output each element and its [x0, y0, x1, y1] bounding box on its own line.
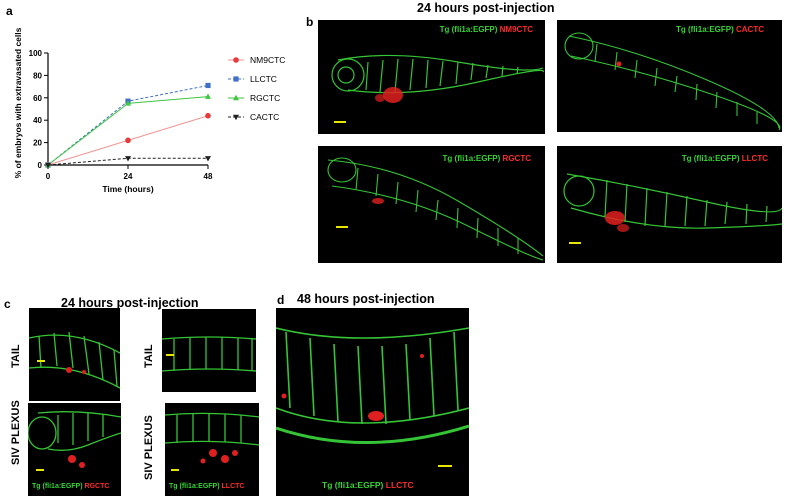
embryo-vasculature-graphic: [331, 54, 544, 103]
tail-image-48h-llctc: Tg (fli1a:EGFP) LLCTC: [276, 308, 469, 496]
scale-bar: [37, 360, 45, 362]
data-point-rgctc: [205, 93, 211, 99]
siv-image-rgctc: Tg (fli1a:EGFP) RGCTC: [28, 403, 121, 496]
legend-marker-llctc: [233, 76, 239, 82]
tail-vasculature-graphic: [276, 327, 469, 444]
extravasation-line-chart: 0 20 40 60 80 100 0 24 48 Time (hours) % of embryo…: [13, 27, 285, 194]
tail-image-llctc: [162, 309, 256, 392]
caption-c-rgctc: Tg (fli1a:EGFP) RGCTC: [32, 483, 110, 490]
data-point-nm9ctc: [205, 112, 211, 119]
scale-bar: [336, 226, 348, 228]
y-tick-label: 0: [38, 161, 43, 170]
panel-c-heading: 24 hours post-injection: [61, 296, 199, 310]
x-tick-label: 48: [204, 172, 213, 181]
panel-d-letter: d: [277, 293, 285, 307]
legend-label-rgctc: RGCTC: [250, 93, 280, 103]
caption-cactc: Tg (fli1a:EGFP) CACTC: [675, 25, 764, 34]
panel-c-letter: c: [4, 297, 11, 311]
row-label-tail-left: TAIL: [10, 344, 22, 368]
x-axis-label: Time (hours): [102, 184, 153, 194]
legend-label-cactc: CACTC: [250, 112, 279, 122]
legend-marker-nm9ctc: [233, 57, 239, 63]
data-point-llctc: [205, 82, 211, 89]
caption-nm9ctc: Tg (fli1a:EGFP) NM9CTC: [439, 25, 533, 34]
legend-marker-rgctc: [233, 94, 239, 101]
legend-label-llctc: LLCTC: [250, 74, 277, 84]
panel-d-heading: 48 hours post-injection: [297, 292, 435, 306]
scale-bar: [171, 469, 179, 471]
tail-vasculature-graphic: [29, 331, 120, 389]
data-point-cactc: [205, 156, 211, 162]
legend-label-nm9ctc: NM9CTC: [250, 55, 285, 65]
y-axis-label: % of embryos with extravasated cells: [13, 27, 23, 178]
x-tick-label: 0: [46, 172, 51, 181]
embryo-vasculature-graphic: [564, 32, 781, 131]
embryo-image-nm9ctc: Tg (fli1a:EGFP) NM9CTC: [318, 20, 545, 134]
embryo-image-llctc: Tg (fli1a:EGFP) LLCTC: [557, 146, 782, 263]
series-line-llctc: [47, 84, 209, 166]
caption-rgctc: Tg (fli1a:EGFP) RGCTC: [442, 154, 531, 163]
data-point-nm9ctc: [125, 137, 131, 144]
x-tick-label: 24: [124, 172, 133, 181]
caption-d-llctc: Tg (fli1a:EGFP) LLCTC: [322, 480, 414, 490]
embryo-image-cactc: Tg (fli1a:EGFP) CACTC: [557, 20, 782, 132]
y-tick-label: 80: [33, 71, 42, 80]
panel-b-letter: b: [306, 15, 314, 29]
embryo-image-rgctc: Tg (fli1a:EGFP) RGCTC: [318, 146, 545, 263]
siv-vasculature-graphic: [28, 411, 121, 468]
row-label-siv-left: SIV PLEXUS: [10, 400, 22, 465]
series-line-rgctc: [47, 96, 209, 166]
embryo-vasculature-graphic: [327, 157, 544, 261]
scale-bar: [166, 354, 174, 356]
y-tick-label: 60: [33, 94, 42, 103]
scale-bar: [36, 469, 44, 471]
scale-bar: [334, 121, 346, 123]
siv-vasculature-graphic: [165, 412, 259, 464]
scale-bar: [569, 242, 581, 244]
y-tick-label: 100: [29, 49, 43, 58]
caption-llctc: Tg (fli1a:EGFP) LLCTC: [681, 154, 768, 163]
data-point-cactc: [45, 162, 51, 169]
y-tick-label: 20: [33, 139, 42, 148]
legend-marker-cactc: [233, 114, 239, 121]
panel-a-letter: a: [6, 4, 13, 18]
embryo-vasculature-graphic: [563, 173, 782, 232]
caption-c-llctc: Tg (fli1a:EGFP) LLCTC: [169, 483, 245, 490]
panel-b-heading: 24 hours post-injection: [417, 1, 555, 15]
tail-vasculature-graphic: [162, 336, 256, 372]
siv-image-llctc: Tg (fli1a:EGFP) LLCTC: [165, 403, 259, 496]
tail-image-rgctc: [29, 308, 120, 401]
data-point-rgctc: [125, 100, 131, 106]
row-label-siv-right: SIV PLEXUS: [143, 415, 155, 480]
scale-bar: [438, 465, 452, 467]
data-point-cactc: [125, 156, 131, 162]
y-tick-label: 40: [33, 116, 42, 125]
row-label-tail-right: TAIL: [143, 344, 155, 368]
